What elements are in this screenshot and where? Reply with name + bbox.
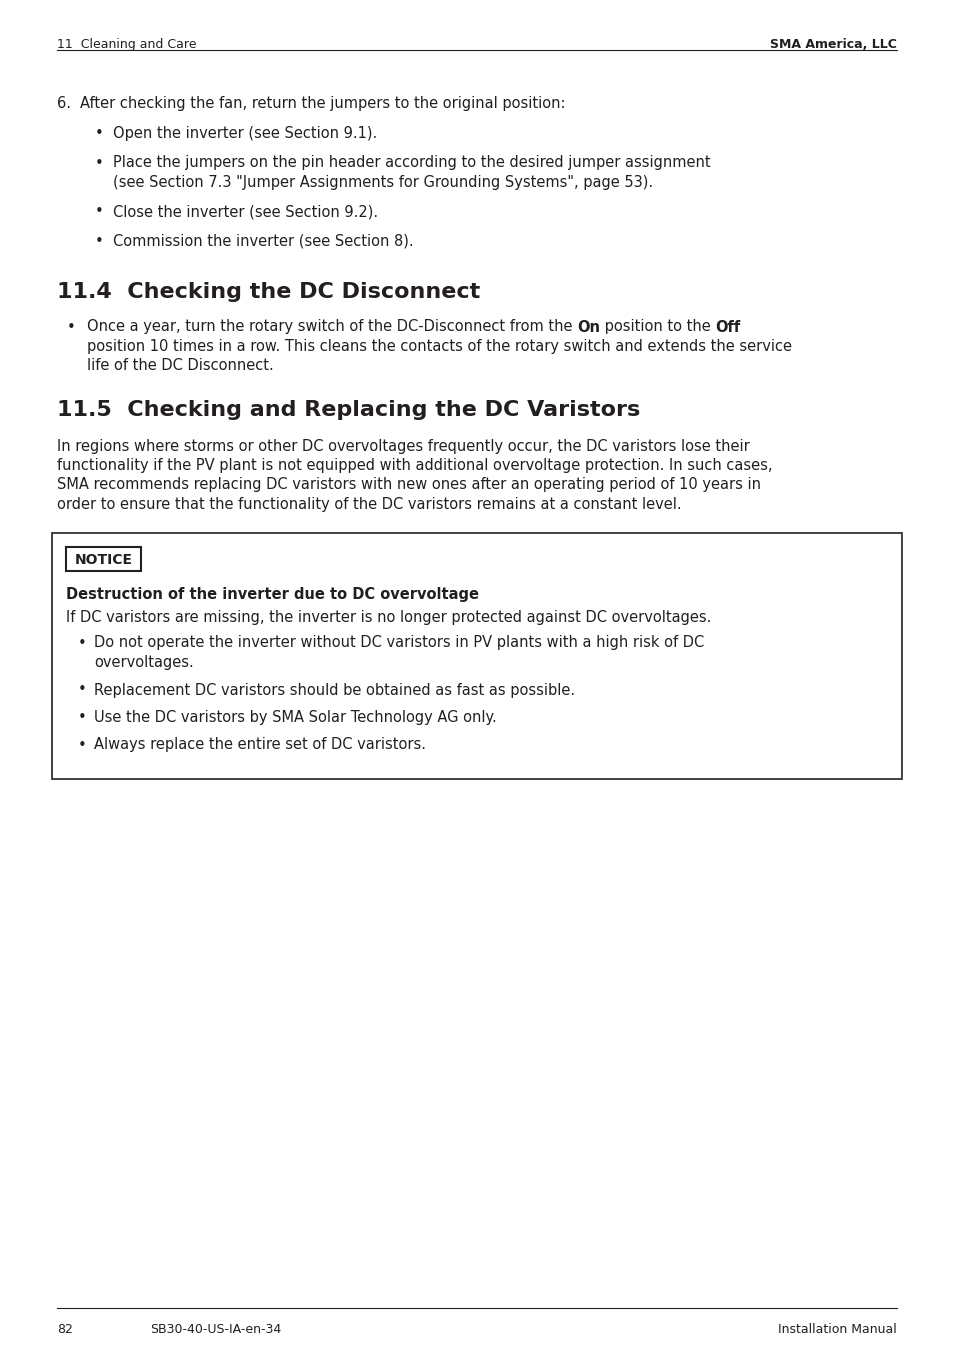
Text: NOTICE: NOTICE (74, 553, 132, 566)
Text: 11  Cleaning and Care: 11 Cleaning and Care (57, 38, 196, 51)
Text: overvoltages.: overvoltages. (94, 654, 193, 671)
Text: •: • (78, 710, 87, 725)
Text: Once a year, turn the rotary switch of the DC-Disconnect from the: Once a year, turn the rotary switch of t… (87, 319, 577, 334)
Text: 82: 82 (57, 1324, 72, 1336)
Text: •: • (78, 683, 87, 698)
Text: On: On (577, 319, 599, 334)
Text: •: • (67, 319, 75, 334)
Text: Do not operate the inverter without DC varistors in PV plants with a high risk o: Do not operate the inverter without DC v… (94, 635, 703, 650)
Text: 11.5  Checking and Replacing the DC Varistors: 11.5 Checking and Replacing the DC Varis… (57, 400, 639, 420)
Text: •: • (95, 126, 104, 141)
Text: 6.: 6. (57, 96, 71, 111)
Text: functionality if the PV plant is not equipped with additional overvoltage protec: functionality if the PV plant is not equ… (57, 458, 772, 473)
Text: •: • (95, 155, 104, 170)
Text: After checking the fan, return the jumpers to the original position:: After checking the fan, return the jumpe… (80, 96, 565, 111)
Text: SB30-40-US-IA-en-34: SB30-40-US-IA-en-34 (150, 1324, 281, 1336)
Text: SMA America, LLC: SMA America, LLC (769, 38, 896, 51)
Text: •: • (78, 737, 87, 753)
Text: SMA recommends replacing DC varistors with new ones after an operating period of: SMA recommends replacing DC varistors wi… (57, 477, 760, 492)
Text: (see Section 7.3 "Jumper Assignments for Grounding Systems", page 53).: (see Section 7.3 "Jumper Assignments for… (112, 174, 653, 191)
Text: Installation Manual: Installation Manual (778, 1324, 896, 1336)
Text: Replacement DC varistors should be obtained as fast as possible.: Replacement DC varistors should be obtai… (94, 683, 575, 698)
Text: •: • (95, 204, 104, 219)
Text: Always replace the entire set of DC varistors.: Always replace the entire set of DC vari… (94, 737, 426, 753)
Text: Off: Off (715, 319, 740, 334)
Text: life of the DC Disconnect.: life of the DC Disconnect. (87, 358, 274, 373)
Text: Open the inverter (see Section 9.1).: Open the inverter (see Section 9.1). (112, 126, 376, 141)
Text: •: • (95, 234, 104, 249)
Text: Place the jumpers on the pin header according to the desired jumper assignment: Place the jumpers on the pin header acco… (112, 155, 710, 170)
Text: Close the inverter (see Section 9.2).: Close the inverter (see Section 9.2). (112, 204, 377, 219)
Text: In regions where storms or other DC overvoltages frequently occur, the DC varist: In regions where storms or other DC over… (57, 438, 749, 453)
Text: order to ensure that the functionality of the DC varistors remains at a constant: order to ensure that the functionality o… (57, 498, 680, 512)
Bar (52, 533, 901, 779)
Text: Destruction of the inverter due to DC overvoltage: Destruction of the inverter due to DC ov… (66, 587, 478, 602)
Text: position 10 times in a row. This cleans the contacts of the rotary switch and ex: position 10 times in a row. This cleans … (87, 339, 791, 354)
Text: If DC varistors are missing, the inverter is no longer protected against DC over: If DC varistors are missing, the inverte… (66, 610, 711, 625)
Text: position to the: position to the (599, 319, 715, 334)
Text: •: • (78, 635, 87, 650)
Text: 11.4  Checking the DC Disconnect: 11.4 Checking the DC Disconnect (57, 281, 479, 301)
Text: Commission the inverter (see Section 8).: Commission the inverter (see Section 8). (112, 234, 414, 249)
Text: Use the DC varistors by SMA Solar Technology AG only.: Use the DC varistors by SMA Solar Techno… (94, 710, 497, 725)
Bar (66, 546, 141, 571)
